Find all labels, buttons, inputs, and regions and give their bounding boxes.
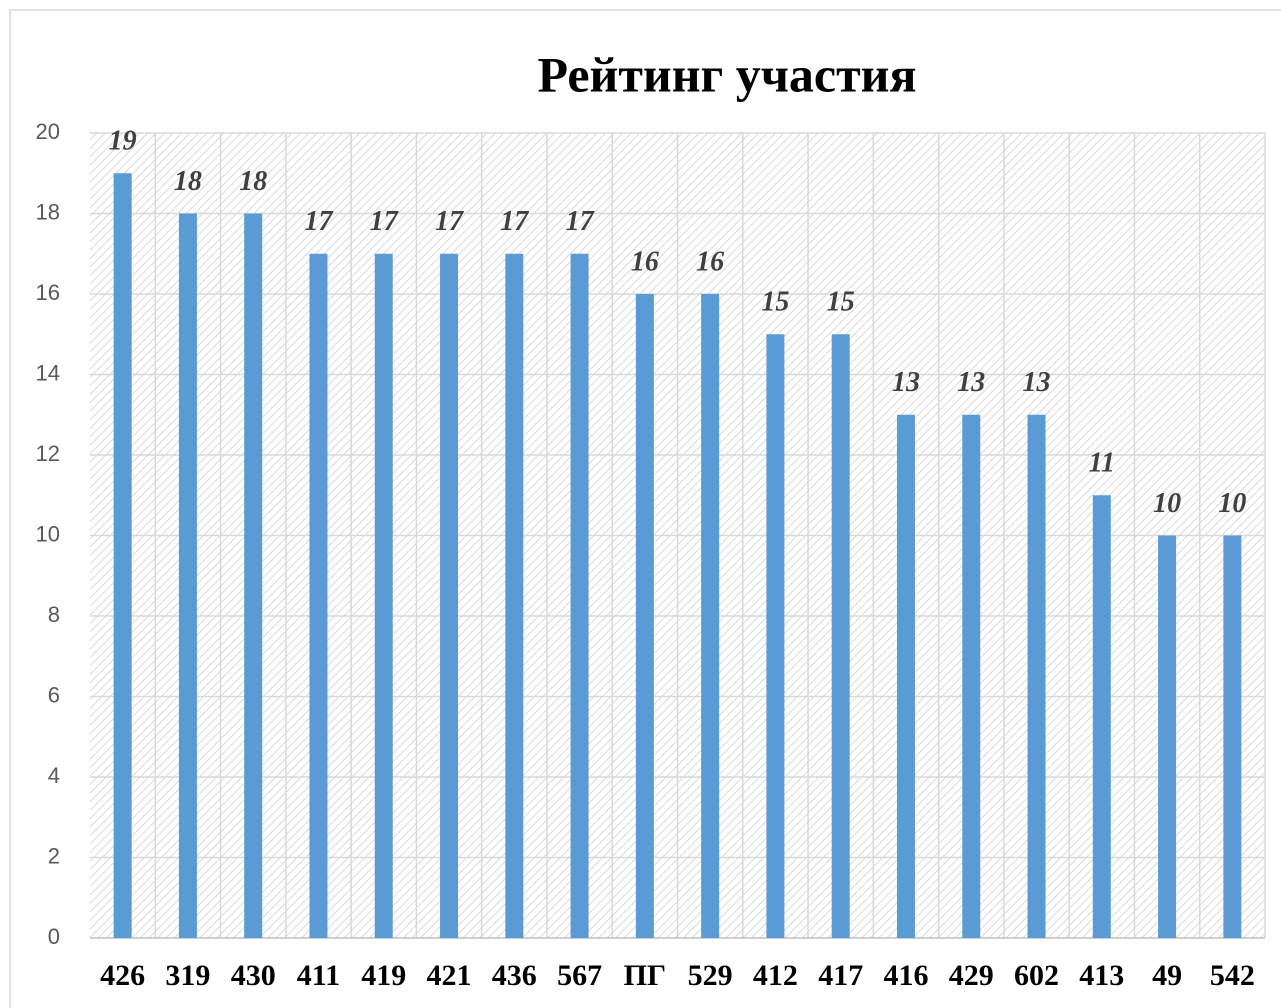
x-tick-label: 411	[297, 959, 340, 992]
data-label: 16	[631, 246, 659, 277]
bar	[831, 334, 850, 938]
data-label: 18	[239, 166, 267, 197]
data-label: 15	[827, 287, 855, 318]
x-tick-label: 426	[100, 959, 145, 992]
x-tick-label: 417	[818, 959, 863, 992]
bar	[701, 294, 720, 938]
data-label: 18	[174, 166, 202, 197]
data-label: 13	[1023, 367, 1051, 398]
y-tick-label: 6	[48, 682, 60, 707]
x-tick-label: ПГ	[624, 959, 666, 992]
y-tick-label: 4	[48, 763, 60, 788]
data-label: 17	[500, 206, 529, 237]
data-label: 11	[1089, 448, 1115, 479]
bar	[635, 294, 654, 938]
x-tick-label: 319	[165, 959, 210, 992]
x-tick-label: 49	[1152, 959, 1182, 992]
bar	[766, 334, 785, 938]
data-label: 16	[696, 246, 724, 277]
y-tick-label: 14	[36, 360, 60, 385]
bar	[1223, 535, 1242, 938]
bar	[896, 414, 915, 938]
bar	[962, 414, 981, 938]
x-tick-label: 567	[557, 959, 602, 992]
x-tick-label: 429	[949, 959, 994, 992]
y-tick-label: 16	[36, 280, 60, 305]
data-label: 19	[109, 126, 137, 157]
y-tick-label: 10	[36, 521, 60, 546]
data-label: 17	[566, 206, 595, 237]
bar	[374, 253, 393, 938]
y-tick-label: 12	[36, 441, 60, 466]
data-label: 17	[304, 206, 333, 237]
bar	[440, 253, 459, 938]
chart-title: Рейтинг участия	[537, 46, 916, 102]
bar	[1027, 414, 1046, 938]
bar	[244, 213, 263, 938]
bar	[113, 173, 132, 938]
y-tick-label: 20	[36, 119, 60, 144]
bar	[505, 253, 524, 938]
x-tick-label: 412	[753, 959, 798, 992]
x-tick-label: 529	[688, 959, 733, 992]
data-label: 13	[957, 367, 985, 398]
bar	[1092, 495, 1111, 938]
bar	[1158, 535, 1177, 938]
data-label: 17	[370, 206, 399, 237]
x-tick-label: 413	[1079, 959, 1124, 992]
x-tick-label: 421	[427, 959, 472, 992]
data-label: 10	[1218, 488, 1246, 519]
x-tick-label: 419	[361, 959, 406, 992]
x-tick-label: 430	[231, 959, 276, 992]
data-label: 10	[1153, 488, 1181, 519]
data-label: 17	[435, 206, 464, 237]
y-tick-label: 0	[48, 924, 60, 949]
y-tick-label: 8	[48, 602, 60, 627]
data-label: 15	[761, 287, 789, 318]
bar	[309, 253, 328, 938]
y-tick-label: 18	[36, 199, 60, 224]
bar	[178, 213, 197, 938]
x-tick-label: 416	[883, 959, 928, 992]
data-label: 13	[892, 367, 920, 398]
y-tick-label: 2	[48, 843, 60, 868]
x-tick-label: 602	[1014, 959, 1059, 992]
bar	[570, 253, 589, 938]
x-tick-label: 436	[492, 959, 537, 992]
x-tick-label: 542	[1210, 959, 1255, 992]
